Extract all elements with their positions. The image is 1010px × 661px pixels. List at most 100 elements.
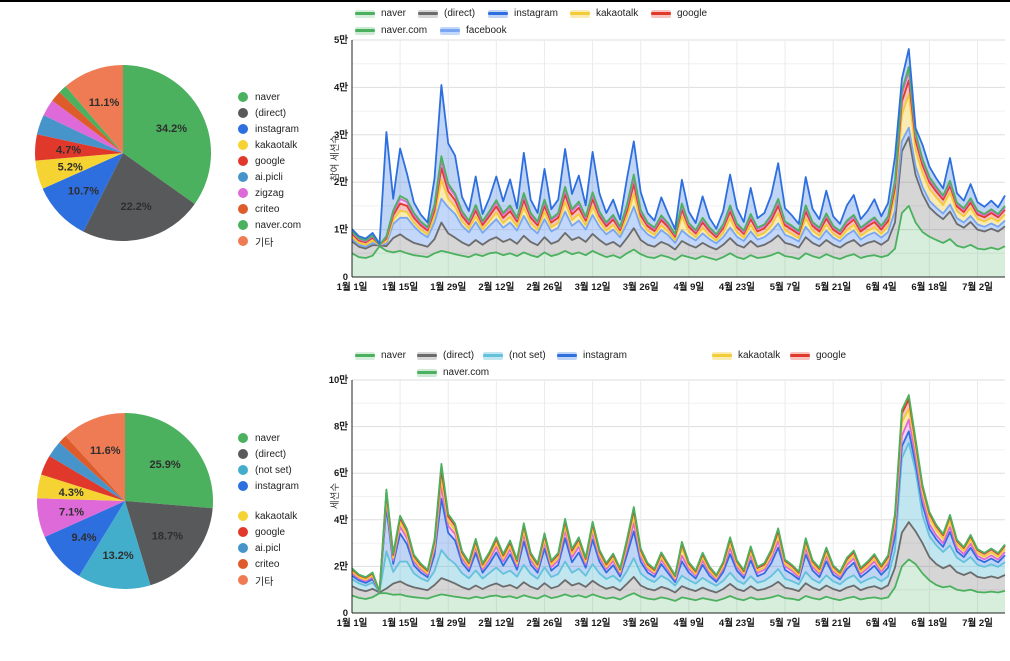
legend-dot-icon xyxy=(238,156,248,166)
area-legend-item[interactable]: instagram xyxy=(557,349,627,362)
area-legend-item[interactable]: kakaotalk xyxy=(712,349,780,362)
pie-slice[interactable] xyxy=(43,100,124,153)
pie-legend-item[interactable]: ai.picli xyxy=(238,169,301,185)
pie-legend-item[interactable]: zigzag xyxy=(238,185,301,201)
pie-slice[interactable] xyxy=(59,86,123,153)
pie-legend-item[interactable]: naver.com xyxy=(238,217,301,233)
pie-slice[interactable] xyxy=(44,501,126,577)
pie-legend-label: (not set) xyxy=(255,464,292,476)
legend-dot-icon xyxy=(238,188,248,198)
pie-legend-item[interactable]: ai.picl xyxy=(238,540,299,556)
area-band-(direct) xyxy=(352,137,1005,260)
pie-legend-item[interactable]: google xyxy=(238,524,299,540)
area-legend-item[interactable]: kakaotalk xyxy=(570,7,638,20)
y-tick-label: 3만 xyxy=(334,129,348,141)
area-legend-item[interactable]: naver xyxy=(355,7,406,20)
area-legend-item[interactable]: google xyxy=(651,7,707,20)
pie-legend-item[interactable]: kakaotalk xyxy=(238,508,299,524)
pie-legend-item[interactable]: naver xyxy=(238,89,301,105)
pie-legend-item[interactable]: criteo xyxy=(238,201,301,217)
pie-legend-item[interactable]: criteo xyxy=(238,556,299,572)
area-legend-item[interactable]: (not set) xyxy=(483,349,546,362)
pie-slice-label: 4.7% xyxy=(56,145,81,157)
area-legend-item[interactable]: naver xyxy=(355,349,406,362)
area-swatch-icon xyxy=(651,9,671,18)
area-legend-label: facebook xyxy=(466,25,507,36)
x-tick-label: 6월 4일 xyxy=(866,281,897,293)
pie-legend-label: instagram xyxy=(255,123,299,135)
pie-legend-label: (direct) xyxy=(255,448,287,460)
area-swatch-icon xyxy=(418,9,438,18)
series-line-naver.com xyxy=(351,66,1006,246)
pie-slice[interactable] xyxy=(42,153,124,232)
x-tick-label: 1월 29일 xyxy=(430,617,466,629)
pie-legend-item[interactable]: (direct) xyxy=(238,446,299,462)
x-tick-label: 4월 23일 xyxy=(719,617,755,629)
area-legend-item[interactable]: facebook xyxy=(440,24,507,37)
pie-slice[interactable] xyxy=(83,153,195,241)
pie-legend-label: naver xyxy=(255,91,281,103)
area-legend-item[interactable]: naver.com xyxy=(417,366,489,379)
pie-slice[interactable] xyxy=(52,92,123,153)
pie-slice[interactable] xyxy=(37,474,125,501)
series-line-naver xyxy=(351,205,1006,261)
area-band-(direct) xyxy=(352,522,1005,601)
area-legend-item[interactable]: (direct) xyxy=(418,7,475,20)
series-line-(direct) xyxy=(351,521,1006,594)
engaged-sessions-area-svg: 0 1만 2만 3만 4만 5만 1월 1일 1월 15일 1월 29일 2월 12일 2월 26일… xyxy=(334,34,1006,293)
pie-slice[interactable] xyxy=(59,436,125,501)
pie-legend-label: zigzag xyxy=(255,187,284,199)
pie-legend-item[interactable]: 기타 xyxy=(238,233,301,249)
area-legend-item[interactable]: naver.com xyxy=(355,24,427,37)
x-tick-label: 1월 1일 xyxy=(337,617,368,629)
sessions-area-chart: 0 2만 4만 6만 8만 10만 1월 1일 1월 15일 1월 29일 2월 12일 2월 26… xyxy=(326,372,1010,639)
pie-legend-item[interactable]: (direct) xyxy=(238,105,301,121)
pie-legend-label: criteo xyxy=(255,558,280,570)
x-tick-label: 3월 26일 xyxy=(623,281,659,293)
pie-legend-item[interactable]: google xyxy=(238,153,301,169)
pie-slice-label: 4.3% xyxy=(59,487,84,499)
x-tick-label: 4월 23일 xyxy=(719,281,755,293)
pie-slice[interactable] xyxy=(125,501,213,586)
area-swatch-icon xyxy=(570,9,590,18)
pie-slice[interactable] xyxy=(41,456,125,501)
pie-legend-item[interactable]: naver xyxy=(238,430,299,446)
pie-slice[interactable] xyxy=(79,501,151,589)
sessions-area-legend: naver (direct) (not set) instagram kakaotalk… xyxy=(352,349,1002,383)
pie-slice[interactable] xyxy=(125,413,214,509)
pie-slice[interactable] xyxy=(123,65,211,204)
legend-dot-icon xyxy=(238,204,248,214)
area-legend-item[interactable]: google xyxy=(790,349,846,362)
pie-legend-item[interactable]: 기타 xyxy=(238,572,299,588)
area-swatch-icon xyxy=(712,351,732,360)
pie-slice-label: 18.7% xyxy=(152,530,183,542)
pie-legend-item[interactable]: instagram xyxy=(238,121,301,137)
pie-legend-item[interactable]: (not set) xyxy=(238,462,299,478)
x-tick-label: 7월 2일 xyxy=(962,281,993,293)
pie-slice[interactable] xyxy=(36,498,125,537)
pie-slice[interactable] xyxy=(49,442,125,501)
legend-dot-icon xyxy=(238,108,248,118)
y-tick-label: 4만 xyxy=(334,81,348,93)
legend-dot-icon xyxy=(238,575,248,585)
area-legend-item[interactable]: instagram xyxy=(488,7,558,20)
pie-slice[interactable] xyxy=(37,115,123,153)
area-legend-item[interactable]: (direct) xyxy=(417,349,474,362)
y-tick-label: 6만 xyxy=(334,467,348,479)
x-tick-label: 5월 7일 xyxy=(770,281,801,293)
pie-slice[interactable] xyxy=(65,413,125,501)
area-legend-label: instagram xyxy=(514,8,558,19)
pie-slice-label: 7.1% xyxy=(59,507,84,519)
pie-legend-label: criteo xyxy=(255,203,280,215)
pie-slice-label: 25.9% xyxy=(149,459,180,471)
area-legend-label: instagram xyxy=(583,350,627,361)
legend-dot-icon xyxy=(238,124,248,134)
area-legend-label: naver xyxy=(381,350,407,361)
pie-slice[interactable] xyxy=(35,134,123,161)
pie-legend-item[interactable]: instagram xyxy=(238,478,299,494)
area-swatch-icon xyxy=(488,9,508,18)
pie-slice[interactable] xyxy=(35,153,123,189)
pie-legend-item[interactable]: kakaotalk xyxy=(238,137,301,153)
pie-slice[interactable] xyxy=(65,65,123,153)
y-tick-label: 5만 xyxy=(334,34,348,46)
